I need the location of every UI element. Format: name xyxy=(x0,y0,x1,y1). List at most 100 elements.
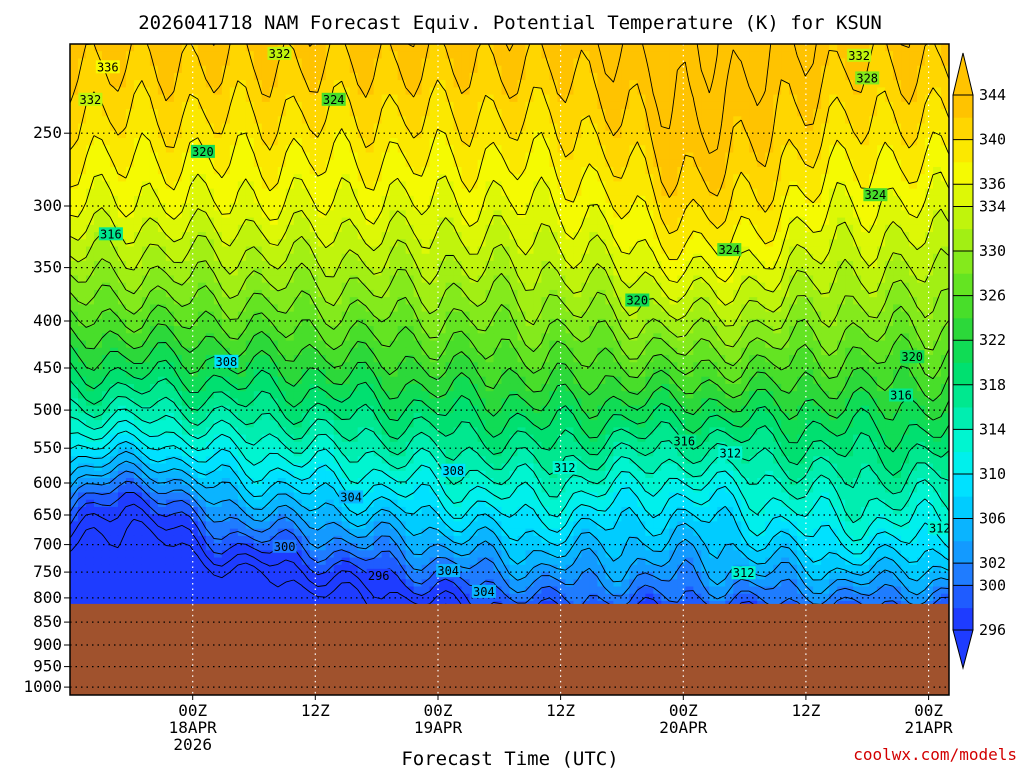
y-tick-label: 300 xyxy=(33,196,62,215)
chart-title: 2026041718 NAM Forecast Equiv. Potential… xyxy=(138,12,882,34)
contour-label: 312 xyxy=(719,446,741,460)
y-tick-label: 800 xyxy=(33,588,62,607)
contour-label-bg xyxy=(98,227,123,241)
contour-label: 324 xyxy=(718,243,740,257)
colorbar-segment xyxy=(953,451,973,475)
contour-label: 300 xyxy=(274,540,296,554)
contour-label-bg xyxy=(927,521,949,535)
contour-label-bg xyxy=(625,293,650,307)
ground-below-surface xyxy=(70,603,949,695)
x-tick-label: 19APR xyxy=(414,718,463,737)
colorbar-label: 314 xyxy=(979,420,1006,438)
contour-342 xyxy=(70,44,949,198)
colorbar-segment xyxy=(953,429,973,453)
y-tick-label: 350 xyxy=(33,258,62,277)
colorbar-label: 296 xyxy=(979,621,1006,639)
contour-label: 308 xyxy=(216,355,238,369)
x-tick-label: 12Z xyxy=(546,701,575,720)
colorbar-bottom-arrow xyxy=(952,629,974,670)
x-tick-label: 00Z xyxy=(914,701,943,720)
colorbar-segment xyxy=(953,473,973,497)
colorbar-label: 340 xyxy=(979,131,1006,149)
contour-310 xyxy=(70,430,949,555)
contour-label: 324 xyxy=(323,93,345,107)
y-tick-label: 250 xyxy=(33,123,62,142)
contour-label: 296 xyxy=(368,569,390,583)
colorbar-segment xyxy=(953,563,973,586)
y-tick-label: 1000 xyxy=(23,677,62,696)
contour-label: 324 xyxy=(865,188,887,202)
contour-label: 332 xyxy=(848,49,870,63)
y-tick-label: 950 xyxy=(33,657,62,676)
y-tick-label: 850 xyxy=(33,612,62,631)
contour-label-bg xyxy=(321,92,346,106)
x-tick-label: 2026 xyxy=(173,735,212,754)
y-tick-label: 900 xyxy=(33,635,62,654)
contour-label: 304 xyxy=(437,564,459,578)
colorbar-segment xyxy=(953,206,973,230)
x-tick-label: 12Z xyxy=(301,701,330,720)
colorbar-label: 330 xyxy=(979,242,1006,260)
colorbar-label: 306 xyxy=(979,510,1006,528)
contour-label-bg xyxy=(272,539,297,553)
contour-label: 312 xyxy=(554,461,576,475)
colorbar-segment xyxy=(953,407,973,430)
contour-label-bg xyxy=(436,564,461,578)
contour-label: 320 xyxy=(626,294,648,308)
x-tick-label: 21APR xyxy=(905,718,954,737)
y-tick-label: 700 xyxy=(33,535,62,554)
y-tick-label: 650 xyxy=(33,505,62,524)
colorbar-segment xyxy=(953,518,973,542)
contour-labels: 336 332 332 332 328 324 324 324 320 320 320 316 316 3… xyxy=(78,46,951,599)
x-tick-label: 00Z xyxy=(424,701,453,720)
contour-304 xyxy=(70,460,949,596)
colorbar-label: 326 xyxy=(979,287,1006,305)
colorbar-top-arrow xyxy=(952,52,974,96)
colorbar-segment xyxy=(953,362,973,386)
contour-label-bg xyxy=(267,46,292,60)
contour-338 xyxy=(70,128,949,261)
contour-label: 312 xyxy=(929,521,951,535)
contour-label-bg xyxy=(847,48,872,62)
colorbar-segment xyxy=(953,496,973,519)
colorbar-segment xyxy=(953,251,973,274)
y-tick-label: 400 xyxy=(33,311,62,330)
contour-label: 312 xyxy=(733,566,755,580)
y-tick-label: 450 xyxy=(33,358,62,377)
x-tick-label: 18APR xyxy=(169,718,218,737)
contour-306 xyxy=(70,450,949,582)
colorbar-segment xyxy=(953,161,973,185)
contour-label-bg xyxy=(717,243,742,257)
contour-label: 320 xyxy=(901,350,923,364)
contour-label-bg xyxy=(95,60,120,74)
contour-label-bg xyxy=(718,446,743,460)
contour-312 xyxy=(70,419,949,542)
colorbar-label: 302 xyxy=(979,554,1006,572)
contour-326 xyxy=(70,304,949,383)
contour-label-bg xyxy=(855,71,880,85)
plot-frame xyxy=(69,43,950,696)
contour-302 xyxy=(70,470,949,607)
contour-label: 320 xyxy=(192,145,214,159)
contour-label: 316 xyxy=(890,389,912,403)
colorbar-label: 318 xyxy=(979,376,1006,394)
contour-label: 316 xyxy=(673,435,695,449)
contour-label-bg xyxy=(863,188,888,202)
contour-label: 336 xyxy=(97,60,119,74)
contour-label-bg xyxy=(339,490,364,504)
colorbar-segment xyxy=(953,295,973,319)
colorbar-segment xyxy=(953,95,973,118)
contour-314 xyxy=(70,408,949,524)
contour-label: 332 xyxy=(269,47,291,61)
contour-330 xyxy=(70,258,949,348)
colorbar-segment xyxy=(953,384,973,408)
colorbar-segment xyxy=(953,607,973,631)
colorbar-segment xyxy=(953,228,973,252)
colorbar-segment xyxy=(953,139,973,163)
colorbar-segment xyxy=(953,184,973,207)
contour-label: 316 xyxy=(100,227,122,241)
contour-label-bg xyxy=(672,434,697,448)
colorbar-segment xyxy=(953,585,973,609)
contour-346 xyxy=(696,44,719,94)
